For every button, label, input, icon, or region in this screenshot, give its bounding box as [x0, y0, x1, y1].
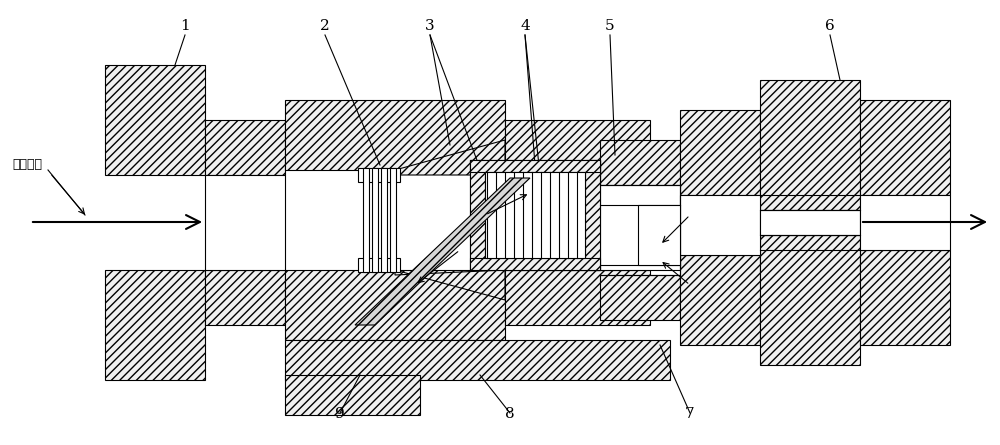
Bar: [680, 195, 760, 255]
Bar: [470, 160, 600, 172]
Bar: [505, 270, 650, 325]
Text: 8: 8: [505, 407, 515, 421]
Bar: [358, 168, 400, 182]
Bar: [680, 110, 760, 195]
Bar: [358, 258, 400, 272]
Bar: [680, 255, 760, 345]
Bar: [860, 100, 950, 195]
Bar: [470, 160, 485, 270]
Bar: [860, 250, 950, 345]
Bar: [285, 340, 670, 380]
Bar: [372, 168, 378, 272]
Bar: [760, 80, 860, 210]
Text: 1: 1: [180, 19, 190, 33]
Bar: [485, 172, 585, 258]
Bar: [285, 375, 420, 415]
Text: 3: 3: [425, 19, 435, 33]
Bar: [585, 160, 600, 270]
Bar: [381, 168, 387, 272]
Bar: [600, 275, 680, 320]
Bar: [470, 258, 600, 270]
Bar: [285, 100, 505, 170]
Bar: [390, 168, 396, 272]
Bar: [600, 185, 680, 270]
Bar: [363, 168, 369, 272]
Bar: [205, 175, 285, 270]
Bar: [470, 160, 600, 270]
Bar: [860, 195, 950, 250]
Text: 4: 4: [520, 19, 530, 33]
Text: 6: 6: [825, 19, 835, 33]
Bar: [600, 140, 680, 185]
Text: 2: 2: [320, 19, 330, 33]
Bar: [105, 270, 205, 380]
Bar: [105, 65, 205, 175]
Text: 7: 7: [685, 407, 695, 421]
Text: 氧气进入: 氧气进入: [12, 158, 42, 171]
Bar: [205, 120, 285, 175]
Polygon shape: [395, 270, 505, 300]
Bar: [760, 210, 860, 235]
Polygon shape: [355, 178, 530, 325]
Text: 5: 5: [605, 19, 615, 33]
Bar: [760, 235, 860, 365]
Polygon shape: [395, 140, 505, 175]
Text: 9: 9: [335, 407, 345, 421]
Bar: [285, 270, 505, 340]
Bar: [638, 205, 680, 265]
Bar: [505, 120, 650, 175]
Bar: [205, 270, 285, 325]
